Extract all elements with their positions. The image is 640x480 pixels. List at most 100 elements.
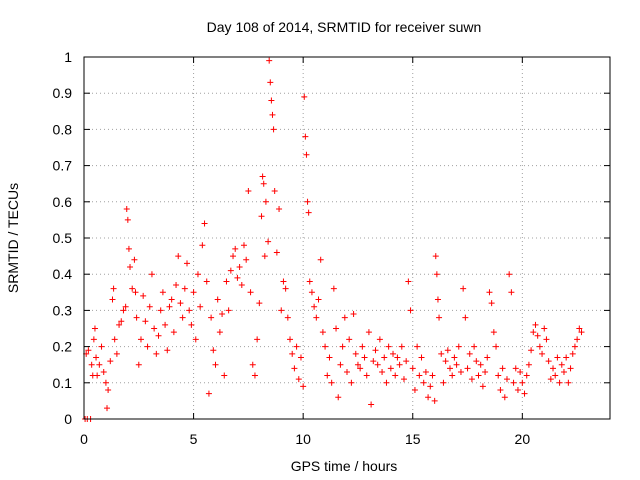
data-point [350, 311, 357, 318]
data-point [432, 253, 439, 260]
y-tick-label: 0.1 [53, 375, 73, 391]
data-point [409, 365, 416, 372]
data-point [151, 325, 158, 332]
data-point [216, 329, 223, 336]
data-point [227, 267, 234, 274]
data-point [262, 198, 269, 205]
data-point [124, 216, 131, 223]
data-point [91, 325, 98, 332]
data-point [484, 354, 491, 361]
data-point [219, 311, 226, 318]
data-point [403, 358, 410, 365]
data-point [339, 343, 346, 350]
data-point [240, 242, 247, 249]
data-point [113, 350, 120, 357]
data-point [442, 358, 449, 365]
data-point [405, 278, 412, 285]
data-point [93, 354, 100, 361]
data-point [175, 253, 182, 260]
data-point [230, 253, 237, 260]
data-point [569, 350, 576, 357]
data-point [510, 379, 517, 386]
data-point [225, 307, 232, 314]
data-point [460, 285, 467, 292]
data-point [383, 379, 390, 386]
data-point [271, 187, 278, 194]
y-tick-label: 0.7 [53, 158, 73, 174]
data-point [543, 336, 550, 343]
y-tick-label: 0.4 [53, 266, 73, 282]
data-point [98, 343, 105, 350]
data-point [247, 289, 254, 296]
data-point [194, 271, 201, 278]
data-point [468, 376, 475, 383]
data-point [96, 361, 103, 368]
data-point [422, 368, 429, 375]
grid-lines [84, 57, 610, 419]
y-tick-label: 0.5 [53, 230, 73, 246]
data-point [396, 361, 403, 368]
data-point [278, 307, 285, 314]
data-point [512, 365, 519, 372]
data-point [190, 289, 197, 296]
data-point [344, 368, 350, 375]
data-point [265, 238, 272, 245]
data-point [368, 401, 375, 408]
data-point [243, 256, 250, 263]
data-point [567, 365, 574, 372]
data-point [418, 354, 425, 361]
data-point [186, 307, 193, 314]
data-point [100, 368, 107, 375]
x-tick-label: 10 [295, 431, 311, 447]
data-point [525, 361, 532, 368]
data-point [473, 358, 480, 365]
y-axis-label: SRMTID / TECUs [5, 183, 21, 293]
data-point [503, 376, 510, 383]
data-point [284, 314, 291, 321]
data-point [558, 361, 565, 368]
data-point [565, 379, 572, 386]
data-point [528, 347, 535, 354]
data-point [268, 97, 275, 104]
data-point [102, 379, 109, 386]
data-point [407, 307, 414, 314]
data-point [123, 206, 130, 213]
data-point [541, 325, 548, 332]
axis-ticks [83, 56, 610, 420]
data-point [539, 350, 546, 357]
data-point [333, 325, 340, 332]
data-point [303, 151, 310, 158]
data-point [282, 285, 289, 292]
y-tick-label: 0.9 [53, 85, 73, 101]
x-tick-label: 15 [405, 431, 421, 447]
data-point [236, 263, 243, 270]
data-point [125, 245, 132, 252]
data-point [556, 379, 563, 386]
data-point [258, 213, 265, 220]
data-point [305, 209, 312, 216]
data-point [433, 271, 440, 278]
data-point [291, 365, 298, 372]
data-point [164, 347, 171, 354]
data-point [199, 242, 206, 249]
data-point [357, 365, 364, 372]
data-point [508, 289, 515, 296]
data-point [337, 361, 344, 368]
data-point [168, 296, 175, 303]
data-point [453, 361, 460, 368]
data-point [132, 289, 139, 296]
data-point [153, 350, 160, 357]
data-point [370, 358, 377, 365]
data-point [550, 365, 557, 372]
data-point [361, 354, 368, 361]
data-point [346, 336, 353, 343]
data-point [308, 289, 315, 296]
data-point [560, 368, 567, 375]
data-point [330, 285, 337, 292]
data-point [90, 336, 97, 343]
data-point [429, 372, 436, 379]
data-point [534, 332, 541, 339]
data-point [234, 274, 241, 281]
data-point [111, 336, 118, 343]
data-point [221, 372, 228, 379]
